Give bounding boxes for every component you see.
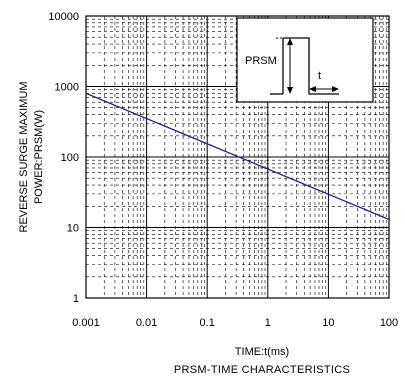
series-layer [85, 92, 390, 221]
inset-box [236, 17, 374, 103]
series-line [85, 92, 390, 221]
y-tick-label: 10 [67, 223, 79, 235]
y-tick-label: 1 [73, 293, 79, 305]
chart-caption: PRSM-TIME CHARACTERISTICS [174, 364, 350, 376]
inset-t-label: t [318, 70, 321, 82]
y-axis-title-line1: REVERSE SURGE MAXIMUM [18, 82, 30, 233]
t-arrow-right-head [332, 86, 339, 92]
t-arrow-left-head [309, 86, 316, 92]
prsm-arrow-up-head [287, 38, 293, 45]
y-tick-labels: 1 10 100 1000 10000 [48, 11, 79, 305]
y-axis-title-line2: POWER:PRSM(W) [33, 110, 45, 204]
y-tick-label: 100 [61, 152, 79, 164]
x-axis-title: TIME:t(ms) [235, 346, 289, 358]
x-tick-label: 100 [380, 317, 398, 329]
x-tick-label: 0.001 [72, 317, 100, 329]
x-tick-label: 10 [322, 317, 334, 329]
y-tick-label: 1000 [55, 82, 79, 94]
pulse-waveform [283, 37, 339, 95]
inset-prsm-label: PRSM [245, 55, 277, 67]
x-tick-label: 0.01 [136, 317, 157, 329]
inset-shapes [270, 37, 339, 95]
plot-frame [85, 15, 390, 299]
pulse-waveform-inset: PRSM t [236, 17, 374, 103]
prsm-arrow-down-head [287, 87, 293, 94]
x-tick-label: 1 [265, 317, 271, 329]
x-tick-labels: 0.001 0.01 0.1 1 10 100 [72, 317, 398, 329]
x-tick-label: 0.1 [200, 317, 215, 329]
y-tick-label: 10000 [48, 11, 79, 23]
